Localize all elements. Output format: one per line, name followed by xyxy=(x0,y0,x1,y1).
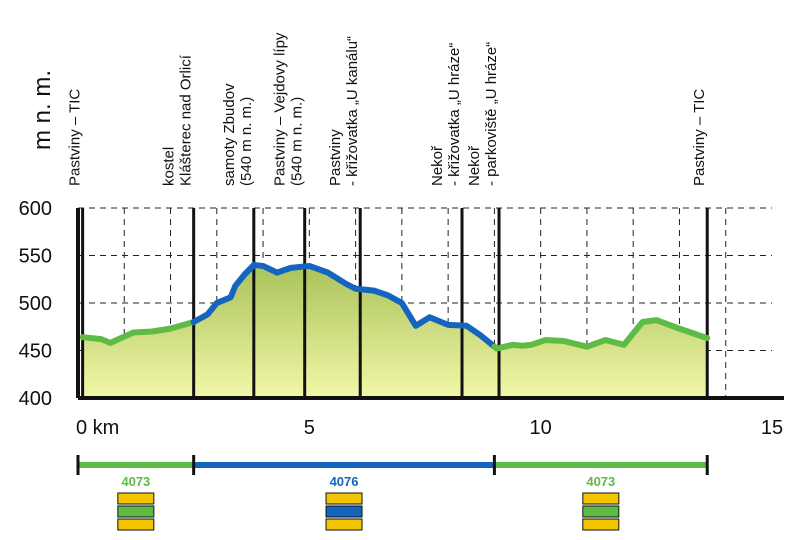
y-tick-label: 400 xyxy=(19,388,52,410)
waypoint-label-line: Klášterec nad Orlicí xyxy=(178,54,195,186)
waypoint-label: Pastviny – TIC xyxy=(691,89,708,186)
route-marker-stripe xyxy=(117,492,155,505)
route-marker-stripe xyxy=(582,492,620,505)
waypoint-label: Pastviny – Vejdovy lípy (540 m n. m.) xyxy=(272,32,306,186)
profile-line-4073 xyxy=(79,319,197,346)
route-number-4073: 4073 xyxy=(121,474,150,489)
x-tick-label: 5 xyxy=(304,417,315,439)
y-axis-unit-label: m n. m. xyxy=(29,70,56,150)
y-tick-label: 500 xyxy=(19,293,52,315)
profile-line-4076 xyxy=(190,262,498,350)
axes xyxy=(76,208,784,400)
tick-labels: 400 450 500 550 600 0 km 5 10 15 xyxy=(19,198,784,439)
route-bar: 4073 4076 4073 xyxy=(76,455,709,531)
route-marker-stripe xyxy=(117,505,155,518)
profile-lines xyxy=(79,262,711,352)
waypoint-label: Pastviny – TIC xyxy=(67,89,84,186)
route-number-4076: 4076 xyxy=(330,474,359,489)
route-marker-stripe xyxy=(325,505,363,518)
route-number-4073: 4073 xyxy=(586,474,615,489)
waypoint-label: Nekoř - parkoviště „U hráze“ xyxy=(466,42,500,186)
y-tick-label: 450 xyxy=(19,341,52,363)
waypoint-labels: Pastviny – TIC kostel Klášterec nad Orlicí… xyxy=(67,32,709,186)
waypoint-label: Nekoř - křižovatka „U hráze“ xyxy=(429,43,463,186)
profile-line-4073 xyxy=(491,317,711,352)
route-marker-stripe xyxy=(117,518,155,531)
waypoint-label-line: Pastviny – TIC xyxy=(691,89,708,186)
waypoint-label: Pastviny - křižovatka „U kanálu“ xyxy=(327,36,361,186)
waypoint-label-line: - parkoviště „U hráze“ xyxy=(483,42,500,186)
waypoint-label-line: samoty Zbudov xyxy=(221,83,238,186)
x-tick-label: 15 xyxy=(761,417,783,439)
waypoint-label-line: Nekoř xyxy=(466,145,483,186)
waypoint-label: samoty Zbudov (540 m n. m.) xyxy=(221,83,255,186)
waypoint-label-line: - křižovatka „U kanálu“ xyxy=(344,36,361,186)
route-marker-stripe xyxy=(582,505,620,518)
route-marker-stripe xyxy=(325,492,363,505)
waypoint-label-line: Pastviny xyxy=(327,129,344,186)
x-tick-label: 10 xyxy=(530,417,552,439)
route-marker-stripe xyxy=(325,518,363,531)
waypoint-label-line: Pastviny – TIC xyxy=(67,89,84,186)
y-tick-label: 600 xyxy=(19,198,52,220)
waypoint-lines xyxy=(81,208,709,398)
y-tick-label: 550 xyxy=(19,246,52,268)
waypoint-label-line: - křižovatka „U hráze“ xyxy=(446,43,463,186)
waypoint-label-line: Pastviny – Vejdovy lípy xyxy=(272,32,289,186)
route-marker-stripe xyxy=(582,518,620,531)
waypoint-label: kostel Klášterec nad Orlicí xyxy=(161,54,195,186)
waypoint-label-line: (540 m n. m.) xyxy=(289,97,306,186)
waypoint-label-line: Nekoř xyxy=(429,145,446,186)
waypoint-label-line: (540 m n. m.) xyxy=(238,97,255,186)
elevation-area xyxy=(82,265,708,398)
waypoint-label-line: kostel xyxy=(161,147,178,186)
x-tick-label: 0 km xyxy=(76,417,119,439)
